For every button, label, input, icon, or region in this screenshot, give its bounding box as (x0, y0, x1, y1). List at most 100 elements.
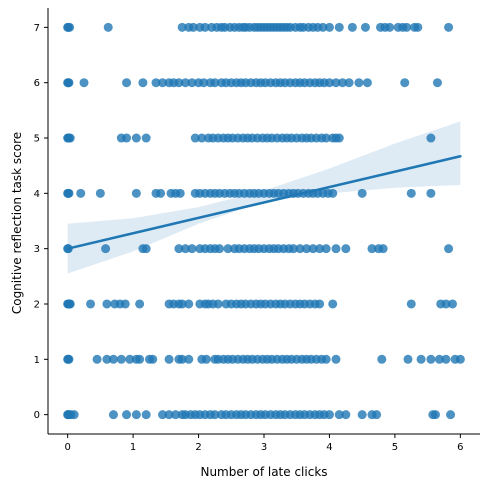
y-tick-label: 5 (34, 134, 40, 145)
data-point (315, 244, 325, 254)
data-point (65, 133, 75, 143)
data-point (448, 299, 458, 309)
data-point (184, 354, 194, 364)
data-point (357, 410, 367, 420)
data-point (101, 244, 111, 254)
y-tick-label: 6 (34, 78, 40, 89)
fit-line-layer (66, 155, 462, 250)
data-point (426, 354, 436, 364)
data-point (362, 78, 372, 88)
x-axis-label: Number of late clicks (200, 465, 327, 479)
data-point (321, 354, 331, 364)
data-point (79, 78, 89, 88)
data-point (156, 188, 166, 198)
data-point (188, 22, 198, 32)
x-tick-label: 0 (64, 442, 70, 453)
data-point (95, 188, 105, 198)
data-point (367, 244, 377, 254)
x-tick-label: 5 (392, 442, 398, 453)
data-point (131, 188, 141, 198)
data-point (197, 133, 207, 143)
data-point (138, 78, 148, 88)
data-point (324, 78, 334, 88)
y-tick-label: 1 (34, 355, 40, 366)
data-point (372, 410, 382, 420)
data-point (210, 78, 220, 88)
ticks-layer: 0 1 2 3 4 5 6 0 1 2 3 4 5 6 7 (34, 23, 464, 453)
data-point (324, 410, 334, 420)
regression-line (66, 155, 462, 250)
data-point (102, 354, 112, 364)
data-point (141, 410, 151, 420)
data-point (334, 133, 344, 143)
data-point (402, 22, 412, 32)
data-point (135, 354, 145, 364)
data-point (201, 354, 211, 364)
data-point (328, 188, 338, 198)
data-point (400, 78, 410, 88)
data-point (223, 244, 233, 254)
data-point (441, 299, 451, 309)
data-point (416, 354, 426, 364)
data-point (76, 188, 86, 198)
data-point (377, 354, 387, 364)
data-point (406, 188, 416, 198)
y-tick-label: 7 (34, 23, 40, 34)
data-point (177, 299, 187, 309)
data-point (120, 299, 130, 309)
data-point (131, 410, 141, 420)
data-point (321, 133, 331, 143)
data-point (86, 299, 96, 309)
data-point (308, 244, 318, 254)
data-point (64, 354, 74, 364)
data-point (354, 78, 364, 88)
data-point (385, 22, 395, 32)
data-point (446, 410, 456, 420)
data-point (187, 78, 197, 88)
data-point (430, 410, 440, 420)
data-point (214, 244, 224, 254)
y-tick-label: 0 (34, 410, 40, 421)
data-point (378, 244, 388, 254)
data-point (108, 354, 118, 364)
data-point (403, 354, 413, 364)
data-point (295, 244, 305, 254)
data-point (441, 354, 451, 364)
data-point (122, 78, 132, 88)
data-point (344, 78, 354, 88)
data-point (200, 22, 210, 32)
data-point (432, 78, 442, 88)
data-point (64, 78, 74, 88)
x-tick-label: 1 (130, 442, 136, 453)
data-point (164, 410, 174, 420)
data-point (65, 299, 75, 309)
data-point (171, 410, 181, 420)
data-point (102, 299, 112, 309)
data-point (158, 410, 168, 420)
data-point (180, 244, 190, 254)
data-point (406, 299, 416, 309)
data-point (434, 354, 444, 364)
y-tick-label: 4 (34, 189, 40, 200)
data-point (164, 354, 174, 364)
data-point (331, 354, 341, 364)
data-point (190, 133, 200, 143)
data-point (324, 22, 334, 32)
data-point (175, 188, 185, 198)
data-point (141, 133, 151, 143)
data-point (360, 22, 370, 32)
data-point (174, 78, 184, 88)
x-tick-label: 2 (195, 442, 201, 453)
data-point (413, 22, 423, 32)
data-point (288, 244, 298, 254)
data-point (321, 244, 331, 254)
data-point (158, 78, 168, 88)
data-point (315, 299, 325, 309)
data-point (318, 22, 328, 32)
data-point (69, 410, 79, 420)
data-point (331, 244, 341, 254)
data-point (116, 354, 126, 364)
data-point (426, 188, 436, 198)
data-point (444, 22, 454, 32)
